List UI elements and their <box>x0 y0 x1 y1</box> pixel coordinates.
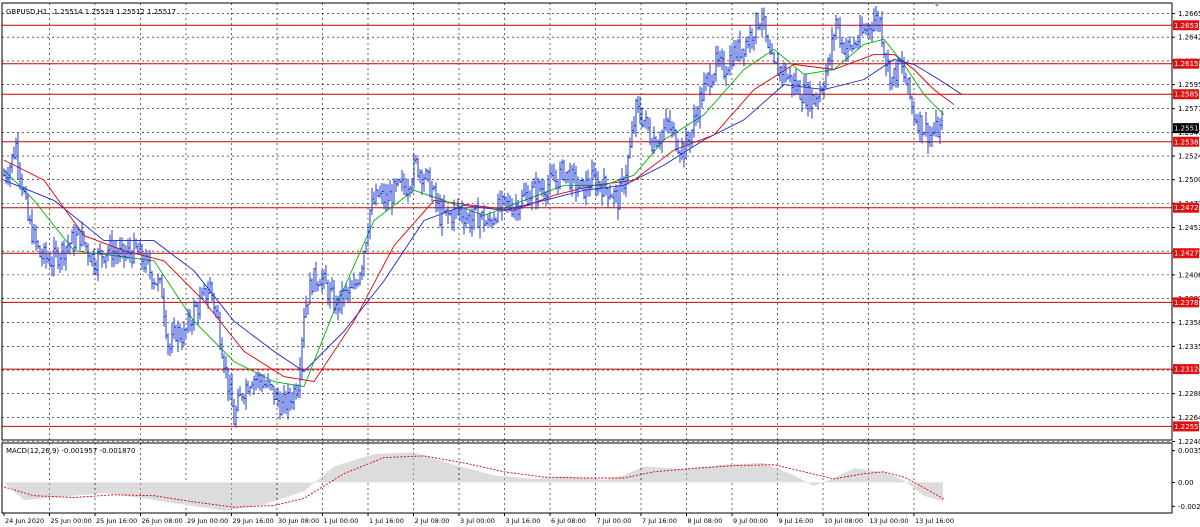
price-tick-label: 1.22880 <box>1178 390 1200 398</box>
time-tick-label: 1 Jul 16:00 <box>369 517 404 525</box>
price-tick-label: 1.25240 <box>1178 153 1200 161</box>
price-tick-label: 1.24060 <box>1178 271 1200 279</box>
level-label: 1.22555 <box>1174 423 1200 431</box>
level-label-box <box>1173 89 1199 100</box>
time-tick-label: 2 Jul 08:00 <box>415 517 450 525</box>
macd-panel-frame <box>1 442 1173 514</box>
level-label: 1.26157 <box>1174 60 1200 68</box>
level-label-box <box>1173 248 1199 259</box>
level-label: 1.25382 <box>1174 138 1200 146</box>
price-tick-label: 1.22405 <box>1178 438 1200 446</box>
time-tick-label: 3 Jul 00:00 <box>460 517 495 525</box>
time-axis: 24 Jun 2020 25 Jun 00:00 25 Jun 16:00 26 Ju… <box>3 513 954 525</box>
level-label: 1.24727 <box>1174 204 1200 212</box>
price-tick-label: 1.26655 <box>1178 10 1200 18</box>
time-tick-label: 24 Jun 2020 <box>5 517 44 525</box>
macd-series <box>3 452 945 511</box>
price-axis: 1.266551.264201.261851.259501.257101.254… <box>1172 10 1200 511</box>
level-label-box <box>1173 421 1199 432</box>
price-panel-frame <box>1 2 1173 441</box>
time-tick-label: 26 Jun 08:00 <box>142 517 183 525</box>
price-tick-label: 1.23585 <box>1178 319 1200 327</box>
time-tick-label: 13 Jul 00:00 <box>870 517 909 525</box>
time-tick-label: 13 Jul 16:00 <box>915 517 954 525</box>
level-label-box <box>1173 202 1199 213</box>
scroll-marker-icon[interactable] <box>934 3 940 7</box>
level-label-box <box>1173 58 1199 69</box>
macd-signal-line <box>3 455 945 508</box>
macd-panel[interactable]: MACD(12,26,9) -0.001957 -0.001870 <box>1 442 1173 514</box>
time-tick-label: 29 Jun 16:00 <box>233 517 274 525</box>
macd-tick-label: 0.003585 <box>1178 447 1200 455</box>
macd-tick-label: -0.00270 <box>1178 503 1200 511</box>
price-tick-label: 1.25950 <box>1178 81 1200 89</box>
price-candles <box>3 5 943 428</box>
price-tick-label: 1.26420 <box>1178 34 1200 42</box>
level-label: 1.23124 <box>1174 366 1200 374</box>
price-tick-label: 1.23350 <box>1178 343 1200 351</box>
level-label-box <box>1173 297 1199 308</box>
symbol-header: GBPUSD,H1 1.25514 1.25529 1.25512 1.2551… <box>6 8 176 16</box>
price-chart-panel[interactable]: GBPUSD,H1 1.25514 1.25529 1.25512 1.2551… <box>1 2 1173 442</box>
time-tick-label: 25 Jun 16:00 <box>96 517 137 525</box>
level-label-box <box>1173 364 1199 375</box>
level-label: 1.26539 <box>1174 22 1200 30</box>
time-tick-label: 9 Jul 00:00 <box>733 517 768 525</box>
price-tick-label: 1.25710 <box>1178 105 1200 113</box>
level-label: 1.24275 <box>1174 250 1200 258</box>
time-tick-label: 30 Jun 08:00 <box>278 517 319 525</box>
price-tick-label: 1.25005 <box>1178 176 1200 184</box>
support-resistance-levels[interactable] <box>2 24 1172 427</box>
current-price-label: 1.25517 <box>1174 125 1200 133</box>
current-price-box <box>1173 123 1199 134</box>
time-tick-label: 8 Jul 08:00 <box>688 517 723 525</box>
ohlc-values: 1.25514 1.25529 1.25512 1.25517 <box>54 8 176 16</box>
time-tick-label: 6 Jul 08:00 <box>551 517 586 525</box>
macd-header: MACD(12,26,9) -0.001957 -0.001870 <box>6 447 135 455</box>
time-tick-label: 25 Jun 00:00 <box>51 517 92 525</box>
ma-fast-line <box>3 38 945 388</box>
time-tick-label: 3 Jul 16:00 <box>506 517 541 525</box>
level-label: 1.23787 <box>1174 299 1200 307</box>
macd-tick-label: 0.00 <box>1178 479 1194 487</box>
level-label: 1.25854 <box>1174 91 1200 99</box>
time-tick-label: 10 Jul 08:00 <box>824 517 863 525</box>
price-tick-label: 1.24530 <box>1178 224 1200 232</box>
time-tick-label: 7 Jul 16:00 <box>642 517 677 525</box>
time-tick-label: 9 Jul 16:00 <box>779 517 814 525</box>
time-tick-label: 7 Jul 00:00 <box>597 517 632 525</box>
level-label-box <box>1173 136 1199 147</box>
symbol-label: GBPUSD,H1 <box>6 8 47 16</box>
time-tick-label: 29 Jun 00:00 <box>187 517 228 525</box>
level-label-box <box>1173 20 1199 31</box>
time-tick-label: 1 Jul 00:00 <box>324 517 359 525</box>
price-tick-label: 1.22645 <box>1178 414 1200 422</box>
ma-slow-line <box>3 58 963 373</box>
